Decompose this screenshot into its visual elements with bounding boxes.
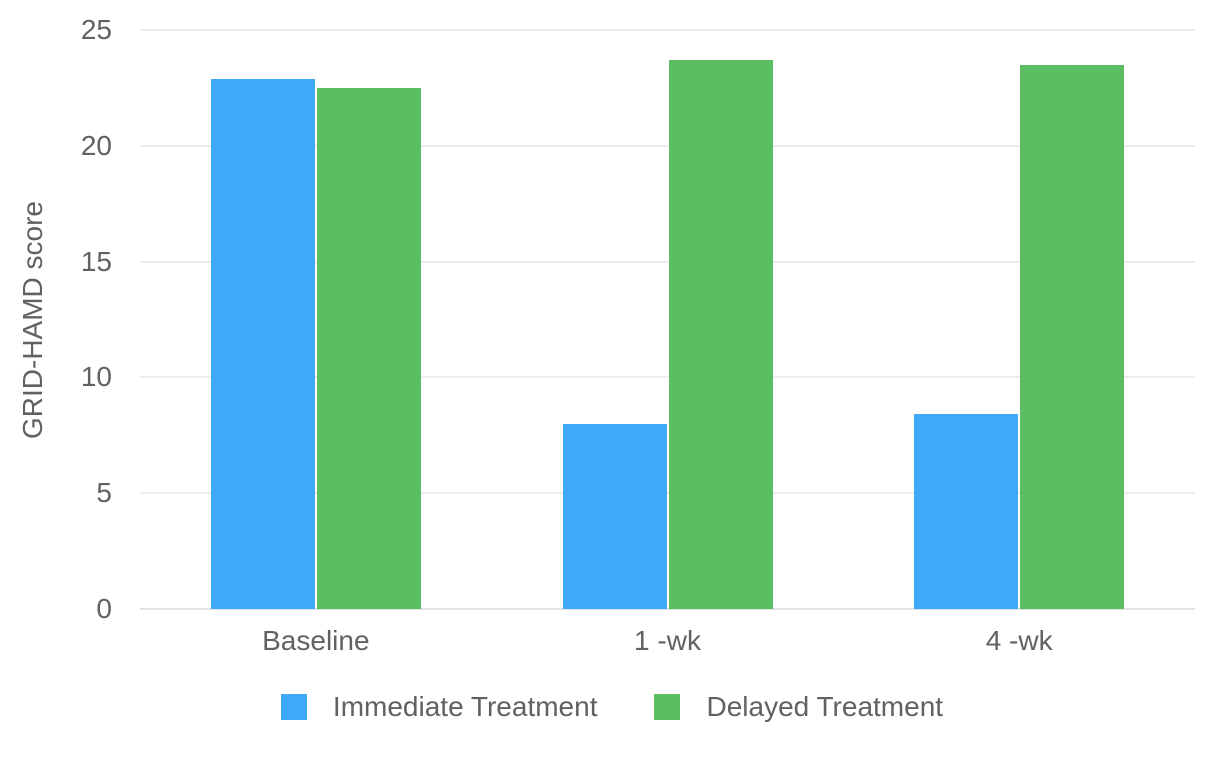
gridline	[140, 144, 1195, 147]
legend-item-immediate-treatment: Immediate Treatment	[280, 689, 598, 725]
bar-immediate-treatment-1-wk[interactable]	[562, 423, 667, 609]
y-axis-title: GRID-HAMD score	[17, 200, 48, 440]
y-axis-tick-label: 10	[80, 361, 112, 393]
bar-delayed-treatment-1-wk[interactable]	[668, 60, 773, 609]
legend-swatch-delayed-treatment	[654, 694, 681, 720]
legend-label: Immediate Treatment	[332, 691, 598, 722]
gridline	[140, 29, 1195, 31]
gridline	[140, 376, 1195, 379]
gridline	[140, 260, 1195, 263]
y-axis-tick-label: 15	[80, 245, 112, 277]
x-axis-category-label: 1 -wk	[634, 625, 701, 656]
y-axis-tick-label: 0	[96, 593, 112, 624]
legend-label: Delayed Treatment	[706, 691, 944, 722]
y-axis-tick-label: 25	[80, 14, 112, 45]
bar-delayed-treatment-baseline[interactable]	[316, 87, 421, 609]
bar-delayed-treatment-4-wk[interactable]	[1020, 64, 1125, 609]
gridline	[140, 492, 1195, 495]
x-axis-category-label: Baseline	[262, 625, 370, 656]
legend-item-delayed-treatment: Delayed Treatment	[654, 689, 943, 725]
bar-immediate-treatment-4-wk[interactable]	[914, 414, 1019, 609]
legend: Immediate Treatment Delayed Treatment	[0, 689, 1224, 725]
y-axis-tick-label: 5	[96, 477, 112, 509]
y-axis-tick-label: 20	[80, 129, 112, 161]
x-axis-line	[140, 608, 1195, 610]
x-axis-category-label: 4 -wk	[985, 625, 1053, 656]
bar-immediate-treatment-baseline[interactable]	[210, 78, 315, 609]
legend-swatch-immediate-treatment	[280, 694, 307, 720]
